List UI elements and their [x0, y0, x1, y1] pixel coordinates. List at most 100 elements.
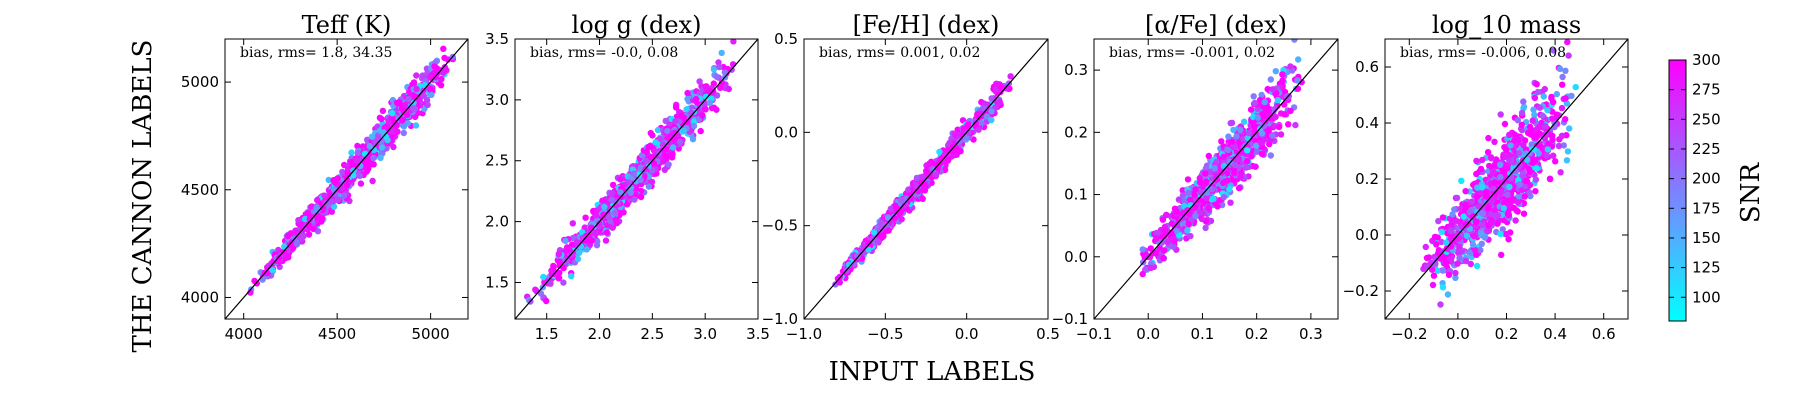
data-point [576, 249, 583, 256]
data-point [1254, 114, 1262, 121]
data-point [1258, 91, 1265, 99]
data-point [582, 214, 589, 221]
data-point [410, 99, 417, 107]
data-point [290, 244, 297, 252]
data-point [1224, 177, 1231, 184]
data-point [1197, 179, 1204, 186]
panel-title: log_10 mass [1432, 11, 1581, 39]
data-point [1241, 118, 1248, 125]
data-point [601, 203, 608, 211]
data-point [1506, 201, 1513, 209]
data-point [1230, 126, 1237, 134]
data-point [702, 106, 709, 113]
x-tick-label: 0.4 [1543, 325, 1567, 343]
data-point [1568, 92, 1575, 100]
scatter-points [247, 45, 457, 296]
data-point [897, 196, 904, 204]
data-point [660, 158, 667, 165]
data-point [1161, 247, 1168, 254]
data-point [1430, 272, 1438, 279]
data-point [1478, 184, 1486, 191]
data-point [1490, 168, 1497, 175]
scatter-panel: −0.1 0.0 0.1 0.2 0.3−0.10.00.10.20.3[α/Fe] (… [1052, 11, 1339, 343]
data-point [1524, 156, 1531, 163]
data-point [697, 127, 704, 135]
y-tick-label: 0.2 [1355, 170, 1379, 188]
data-point [977, 110, 985, 117]
data-point [1211, 165, 1218, 172]
bias-rms-annotation: bias, rms= -0.006, 0.08 [1400, 45, 1566, 61]
data-point [1007, 73, 1014, 80]
data-point [440, 45, 447, 52]
data-point [1181, 198, 1188, 205]
data-point [972, 120, 979, 127]
data-point [292, 227, 299, 234]
data-point [1184, 176, 1192, 183]
data-point [637, 176, 644, 183]
data-point [1458, 177, 1465, 184]
data-point [913, 174, 921, 182]
data-point [1487, 210, 1494, 218]
data-point [1267, 152, 1275, 159]
data-point [1434, 267, 1441, 274]
data-point [1532, 176, 1540, 183]
data-point [1196, 197, 1203, 204]
data-point [543, 297, 550, 305]
x-tick-label: −0.1 [1076, 325, 1112, 343]
x-tick-label: 0.0 [1446, 325, 1470, 343]
data-point [368, 133, 376, 140]
data-point [1531, 133, 1538, 141]
data-point [366, 143, 373, 150]
data-point [1489, 196, 1496, 204]
data-point [410, 79, 418, 86]
data-point [441, 54, 448, 62]
data-point [1533, 165, 1540, 172]
data-point [884, 214, 892, 221]
data-point [659, 141, 667, 148]
data-point [665, 161, 672, 168]
axes-frame [514, 38, 759, 320]
data-point [562, 237, 569, 245]
data-point [1438, 238, 1445, 246]
data-point [605, 213, 612, 220]
data-point [662, 117, 669, 125]
data-point [1260, 112, 1267, 120]
data-point [547, 280, 554, 287]
data-point [574, 255, 582, 263]
data-point [893, 205, 900, 212]
data-point [725, 85, 732, 93]
data-point [713, 73, 721, 81]
data-point [550, 264, 557, 271]
colorbar-tick-label: 100 [1692, 288, 1721, 306]
data-point [1281, 111, 1288, 118]
data-point [1562, 116, 1569, 123]
data-point [1520, 210, 1528, 217]
data-point [1163, 211, 1170, 219]
data-point [721, 69, 729, 76]
data-point [1549, 115, 1556, 122]
data-point [1214, 203, 1221, 210]
data-point [1237, 173, 1244, 180]
data-point [1553, 111, 1561, 118]
data-point [334, 196, 342, 203]
data-point [1208, 186, 1216, 193]
data-point [1565, 52, 1572, 59]
data-point [612, 216, 620, 224]
data-point [1227, 199, 1234, 206]
data-point [340, 192, 348, 199]
data-point [593, 230, 600, 237]
data-point [926, 160, 933, 167]
data-point [1532, 188, 1539, 195]
data-point [1235, 184, 1243, 192]
data-point [1272, 113, 1279, 121]
data-point [1522, 177, 1530, 185]
identity-line [1094, 39, 1338, 319]
data-point [1506, 183, 1513, 191]
data-point [1439, 254, 1446, 262]
data-point [684, 89, 691, 97]
x-tick-label: 5000 [412, 325, 450, 343]
data-point [1526, 182, 1534, 189]
data-point [1285, 94, 1292, 101]
data-point [348, 149, 355, 156]
